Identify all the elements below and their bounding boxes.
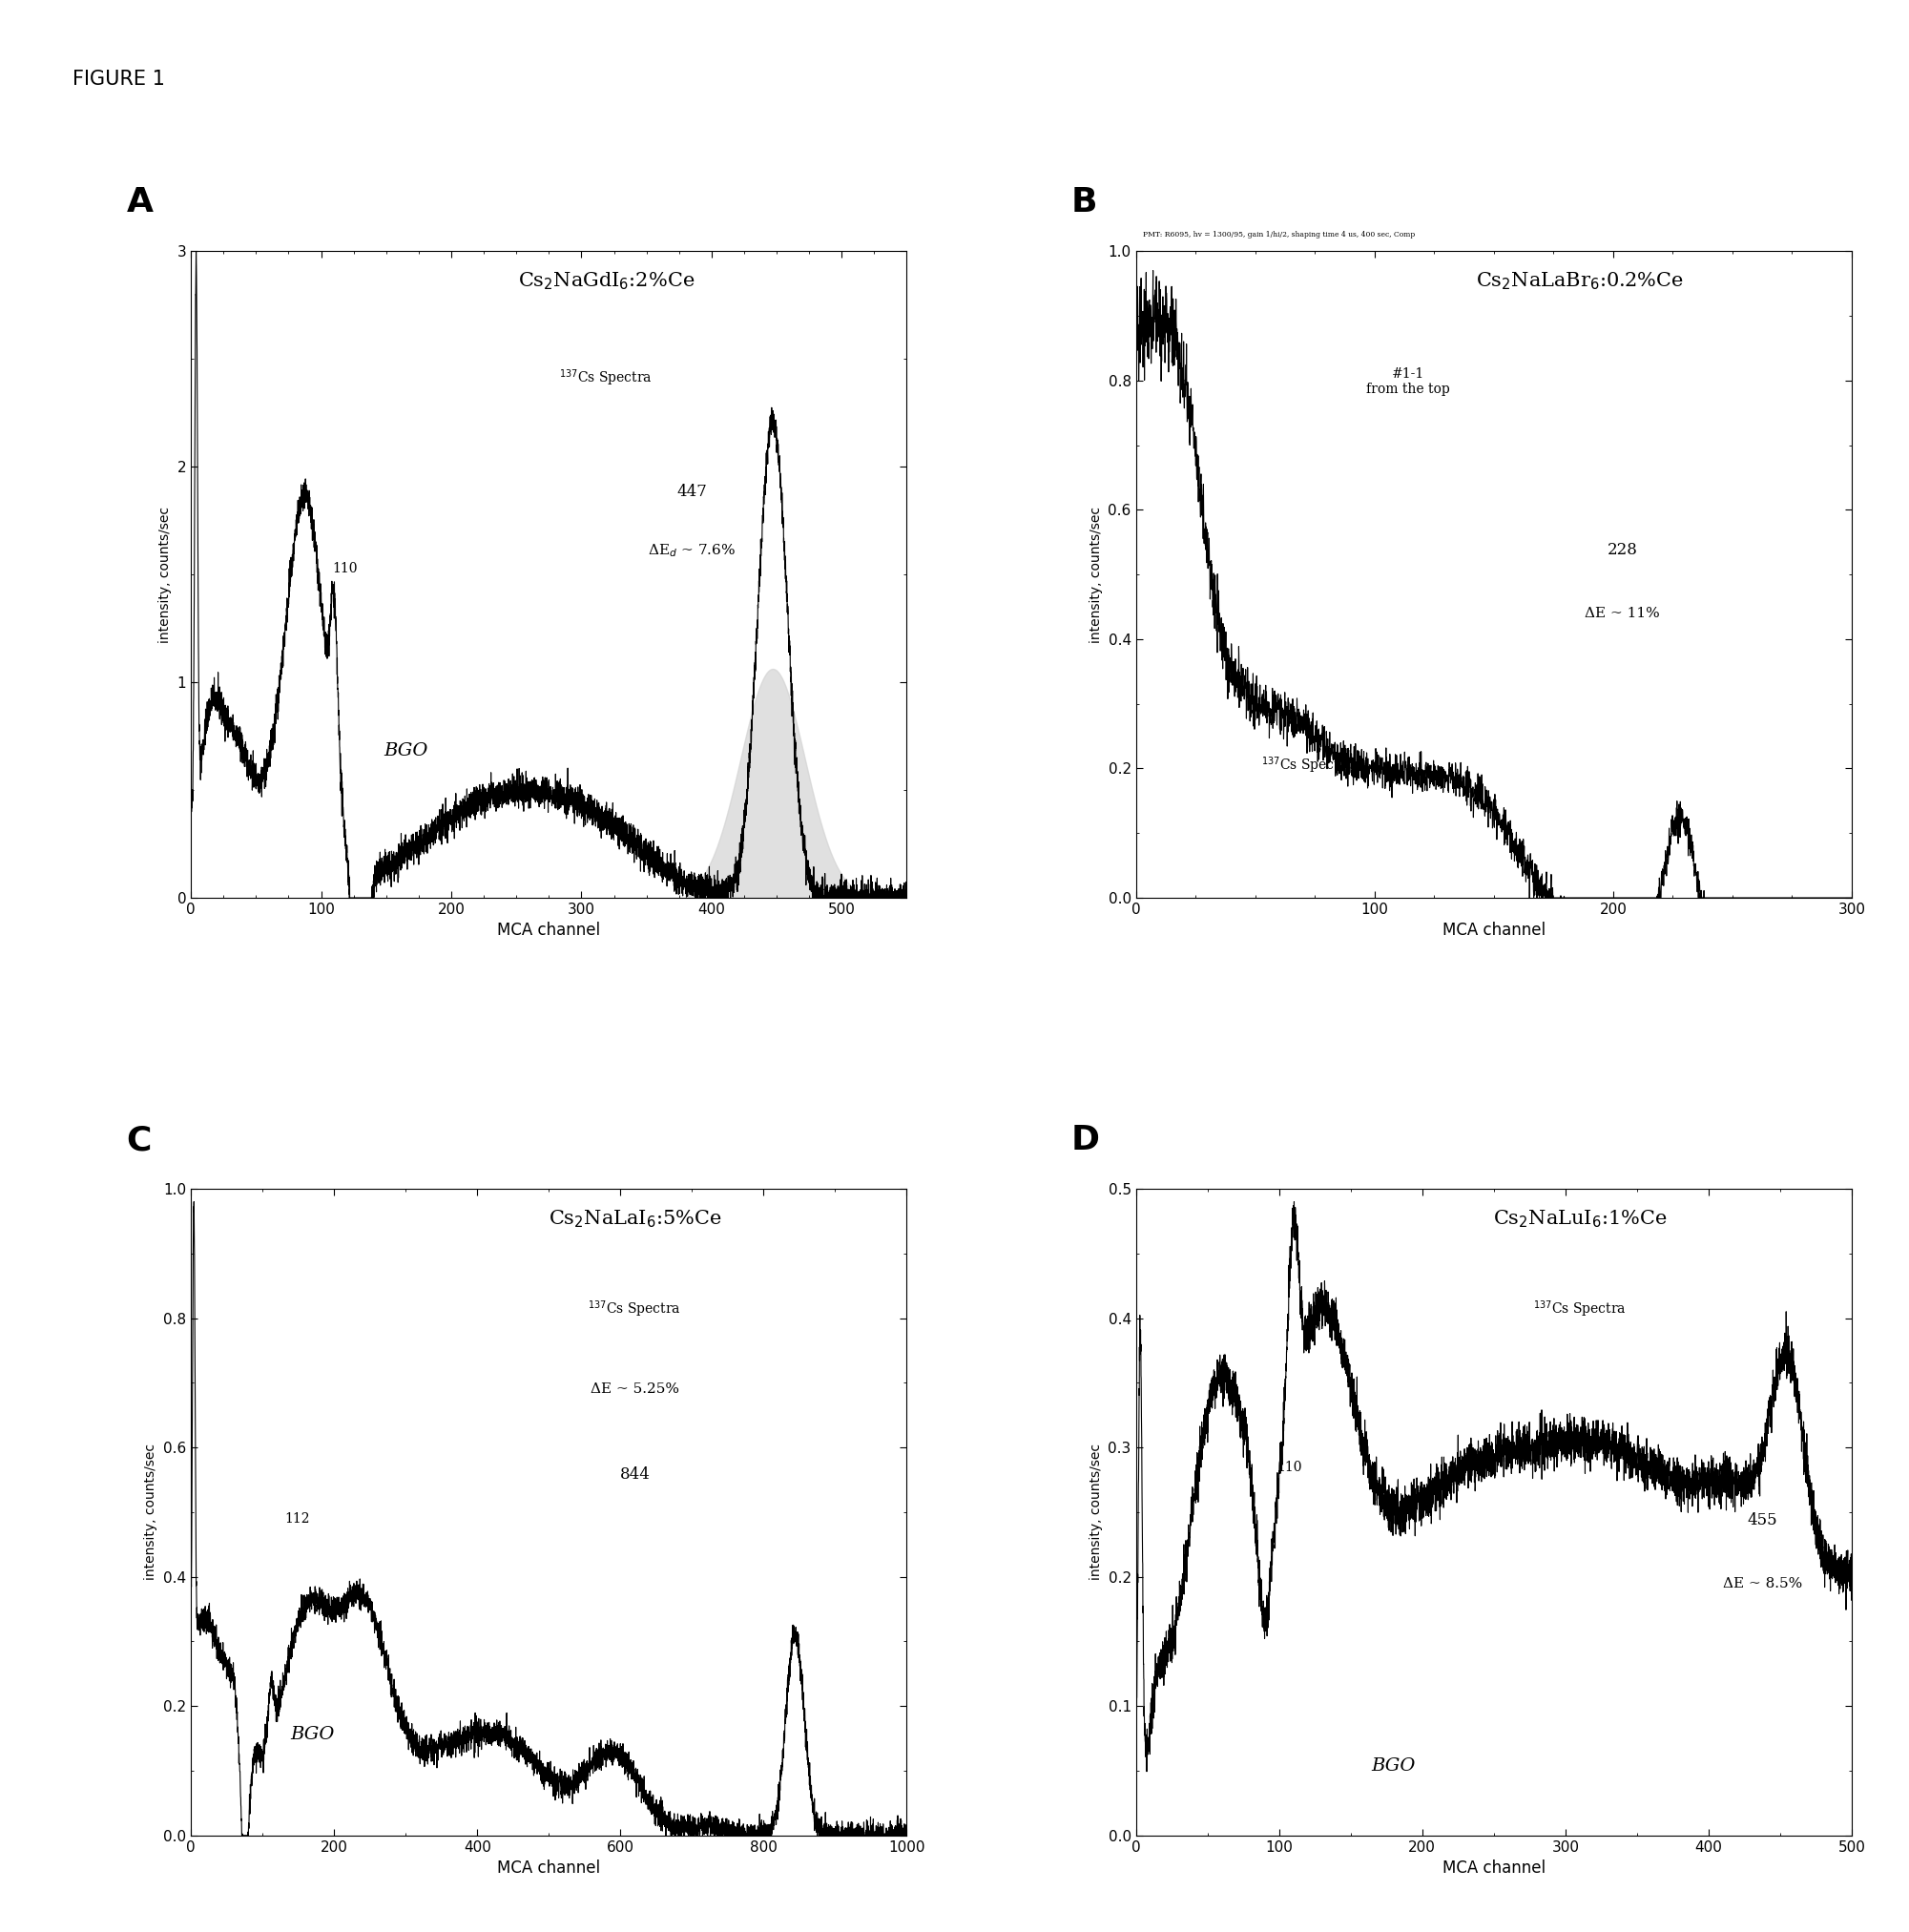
Y-axis label: intensity, counts/sec: intensity, counts/sec bbox=[1090, 1443, 1103, 1580]
Text: $^{137}$Cs Spectra: $^{137}$Cs Spectra bbox=[559, 367, 653, 388]
Y-axis label: intensity, counts/sec: intensity, counts/sec bbox=[1090, 506, 1103, 643]
Text: D: D bbox=[1071, 1124, 1100, 1157]
Text: FIGURE 1: FIGURE 1 bbox=[73, 70, 164, 89]
Text: 844: 844 bbox=[620, 1466, 649, 1484]
Text: PMT: R6095, hv = 1300/95, gain 1/hi/2, shaping time 4 us, 400 sec, Comp: PMT: R6095, hv = 1300/95, gain 1/hi/2, s… bbox=[1143, 230, 1415, 238]
X-axis label: MCA channel: MCA channel bbox=[496, 1861, 601, 1876]
Text: BGO: BGO bbox=[1371, 1758, 1416, 1776]
Text: Cs$_2$NaLuI$_6$:1%Ce: Cs$_2$NaLuI$_6$:1%Ce bbox=[1493, 1208, 1667, 1231]
Text: Cs$_2$NaLaBr$_6$:0.2%Ce: Cs$_2$NaLaBr$_6$:0.2%Ce bbox=[1476, 270, 1684, 292]
Text: 110: 110 bbox=[332, 562, 357, 576]
Text: BGO: BGO bbox=[290, 1725, 334, 1743]
Text: Cs$_2$NaGdI$_6$:2%Ce: Cs$_2$NaGdI$_6$:2%Ce bbox=[517, 270, 695, 292]
Text: B: B bbox=[1071, 187, 1098, 218]
Y-axis label: intensity, counts/sec: intensity, counts/sec bbox=[145, 1443, 158, 1580]
Text: $^{137}$Cs Spectra: $^{137}$Cs Spectra bbox=[588, 1298, 682, 1320]
Text: Cs$_2$NaLaI$_6$:5%Ce: Cs$_2$NaLaI$_6$:5%Ce bbox=[548, 1208, 722, 1231]
X-axis label: MCA channel: MCA channel bbox=[1441, 922, 1546, 939]
Text: 110: 110 bbox=[1277, 1461, 1302, 1474]
Text: BGO: BGO bbox=[384, 742, 428, 759]
Text: #1-1
from the top: #1-1 from the top bbox=[1367, 367, 1449, 396]
Text: A: A bbox=[126, 187, 153, 218]
Text: ΔE ~ 5.25%: ΔE ~ 5.25% bbox=[590, 1383, 680, 1397]
Y-axis label: intensity, counts/sec: intensity, counts/sec bbox=[158, 506, 172, 643]
Text: $^{137}$Cs Spectrum: $^{137}$Cs Spectrum bbox=[1262, 755, 1369, 777]
Text: ΔE ~ 11%: ΔE ~ 11% bbox=[1584, 607, 1661, 620]
Text: $^{137}$Cs Spectra: $^{137}$Cs Spectra bbox=[1533, 1298, 1626, 1320]
Text: 455: 455 bbox=[1747, 1513, 1777, 1528]
Text: 228: 228 bbox=[1607, 543, 1638, 558]
Text: 112: 112 bbox=[284, 1513, 309, 1526]
Text: ΔE$_d$ ~ 7.6%: ΔE$_d$ ~ 7.6% bbox=[649, 543, 735, 558]
Text: 447: 447 bbox=[678, 483, 706, 500]
Text: ΔE ~ 8.5%: ΔE ~ 8.5% bbox=[1722, 1577, 1802, 1590]
X-axis label: MCA channel: MCA channel bbox=[496, 922, 601, 939]
Text: C: C bbox=[126, 1124, 151, 1157]
X-axis label: MCA channel: MCA channel bbox=[1441, 1861, 1546, 1876]
